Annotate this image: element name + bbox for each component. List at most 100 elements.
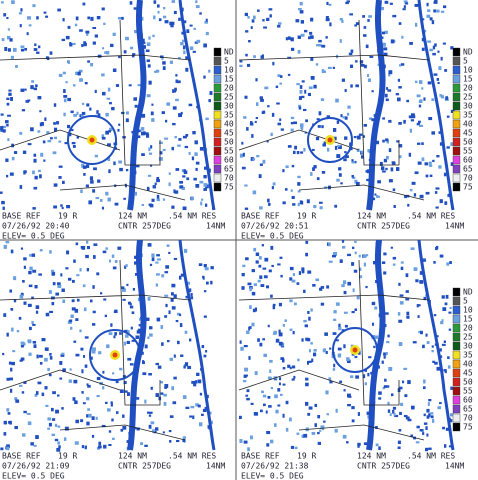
echo-speckle <box>54 136 58 140</box>
echo-speckle <box>332 136 337 141</box>
echo-speckle <box>31 320 34 325</box>
echo-speckle <box>201 413 204 416</box>
echo-speckle <box>251 134 254 138</box>
echo-speckle <box>355 84 359 88</box>
legend-swatch <box>213 173 222 183</box>
echo-speckle <box>296 83 300 86</box>
echo-speckle <box>107 87 111 92</box>
echo-speckle <box>67 60 70 65</box>
echo-speckle <box>373 345 376 349</box>
echo-speckle <box>94 154 98 158</box>
echo-speckle <box>173 10 177 15</box>
echo-speckle <box>431 350 434 353</box>
echo-speckle <box>252 190 257 195</box>
echo-speckle <box>270 294 273 298</box>
echo-speckle <box>406 315 410 319</box>
echo-speckle <box>303 289 306 294</box>
echo-speckle <box>205 117 209 121</box>
echo-speckle <box>255 252 260 257</box>
echo-speckle <box>392 14 397 18</box>
echo-speckle <box>155 283 159 287</box>
echo-speckle <box>171 386 174 391</box>
echo-speckle <box>58 140 62 143</box>
echo-speckle <box>408 152 412 157</box>
echo-speckle <box>38 273 42 276</box>
echo-speckle <box>345 1 349 5</box>
echo-speckle <box>363 262 366 267</box>
echo-speckle <box>371 301 376 306</box>
echo-speckle <box>352 288 355 293</box>
echo-speckle <box>189 338 192 342</box>
echo-speckle <box>9 38 13 42</box>
echo-speckle <box>245 374 248 377</box>
echo-speckle <box>70 128 74 132</box>
echo-speckle <box>141 153 145 157</box>
echo-speckle <box>316 118 320 121</box>
echo-speckle <box>277 122 282 126</box>
echo-speckle <box>242 264 246 268</box>
echo-speckle <box>411 405 415 410</box>
echo-speckle <box>270 132 273 137</box>
echo-speckle <box>75 242 79 246</box>
echo-speckle <box>444 302 448 306</box>
echo-speckle <box>399 301 404 305</box>
echo-speckle <box>111 254 115 258</box>
echo-speckle <box>347 281 352 286</box>
echo-speckle <box>119 332 122 335</box>
echo-speckle <box>6 444 10 448</box>
legend-label: 30 <box>224 102 234 111</box>
echo-speckle <box>81 246 86 250</box>
product: BASE REF <box>241 452 280 461</box>
echo-speckle <box>333 363 336 368</box>
echo-speckle <box>310 342 313 345</box>
echo-speckle <box>421 142 424 146</box>
echo-speckle <box>424 162 429 166</box>
echo-speckle <box>444 444 447 448</box>
echo-speckle <box>329 380 333 384</box>
echo-speckle <box>37 381 42 385</box>
echo-speckle <box>383 47 388 51</box>
echo-speckle <box>421 157 425 162</box>
echo-speckle <box>173 257 178 260</box>
echo-speckle <box>162 148 166 152</box>
echo-speckle <box>351 406 355 410</box>
echo-speckle <box>206 281 209 285</box>
echo-speckle <box>199 180 204 184</box>
echo-speckle <box>381 166 385 171</box>
echo-speckle <box>343 311 348 314</box>
echo-speckle <box>122 298 126 301</box>
echo-speckle <box>168 430 172 433</box>
echo-speckle <box>187 281 191 285</box>
echo-speckle <box>148 414 152 417</box>
echo-speckle <box>441 319 444 322</box>
echo-speckle <box>26 32 29 36</box>
echo-speckle <box>6 408 10 412</box>
county-lines <box>0 259 191 441</box>
echo-speckle <box>115 381 119 384</box>
echo-speckle <box>130 46 134 50</box>
echo-speckle <box>435 335 439 338</box>
echo-speckle <box>326 285 330 289</box>
echo-speckle <box>83 355 86 358</box>
echo-speckle <box>289 417 292 422</box>
echo-speckle <box>118 123 121 126</box>
echo-speckle <box>409 42 413 45</box>
echo-speckle <box>393 412 396 417</box>
echo-speckle <box>441 343 446 346</box>
echo-speckle <box>88 413 92 418</box>
echo-speckle <box>171 0 176 3</box>
echo-speckle <box>410 434 413 438</box>
echo-speckle <box>143 41 146 44</box>
echo-speckle <box>269 369 272 373</box>
echo-speckle <box>435 187 440 190</box>
echo-speckle <box>107 157 111 162</box>
echo-speckle <box>44 386 48 390</box>
echo-speckle <box>399 64 402 67</box>
echo-speckle <box>239 415 242 419</box>
echo-speckle <box>258 264 262 268</box>
echo-speckle <box>176 312 181 316</box>
echo-speckle <box>366 411 370 415</box>
distance: 14NM <box>206 462 225 471</box>
echo-speckle <box>114 309 118 313</box>
echo-speckle <box>10 308 14 311</box>
